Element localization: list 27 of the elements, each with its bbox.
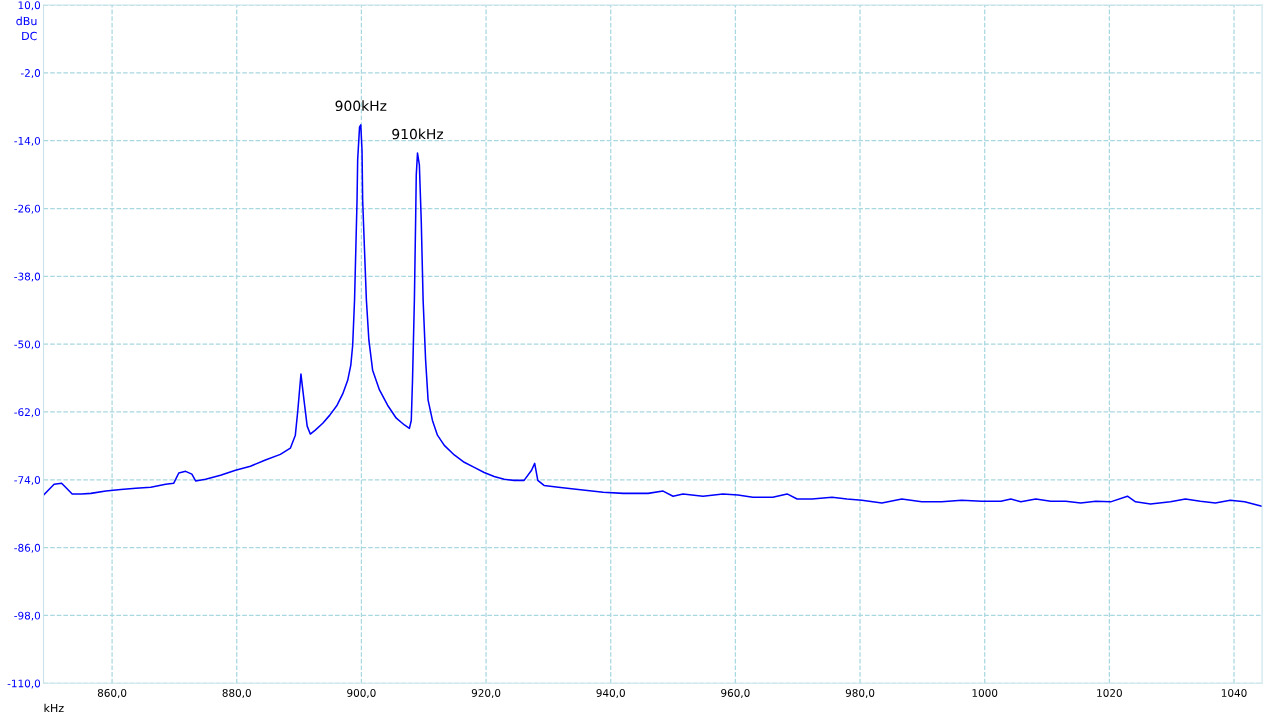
text: DC <box>22 31 37 41</box>
y-tick-label: -98,0 <box>14 611 41 621</box>
line-series <box>43 124 1263 508</box>
x-tick-label: 1020 <box>1097 689 1122 697</box>
y-tick-label: -26,0 <box>14 204 41 214</box>
x-tick-label: 980,0 <box>845 689 875 698</box>
y-tick-label: -110,0 <box>7 679 41 689</box>
x-tick-label: 960,0 <box>721 689 750 698</box>
x-tick-label: 1040 <box>1221 689 1247 697</box>
x-tick-label: 920,0 <box>471 689 501 698</box>
y-tick-label: -62,0 <box>14 408 41 418</box>
x-tick-label: 1000 <box>972 689 998 697</box>
x-tick-label: 880,0 <box>222 689 251 698</box>
y-tick-label: -50,0 <box>14 340 41 350</box>
x-tick-label: 940,0 <box>596 689 625 698</box>
y-tick-label: -74,0 <box>14 476 41 485</box>
x-tick-label: 860,0 <box>97 689 127 698</box>
y-tick-label: -86,0 <box>14 543 41 553</box>
y-tick-label: -38,0 <box>14 272 41 282</box>
x-tick-label: 900,0 <box>347 689 376 698</box>
annotation: 900kHz <box>335 100 387 112</box>
y-tick-label: 10,0 <box>18 1 41 11</box>
y-axis-title: dBu <box>16 16 37 26</box>
x-axis-title: kHz <box>44 703 64 713</box>
y-tick-label: -14,0 <box>14 136 41 146</box>
y-tick-label: -2,0 <box>20 69 41 79</box>
annotation: 910kHz <box>392 128 444 140</box>
